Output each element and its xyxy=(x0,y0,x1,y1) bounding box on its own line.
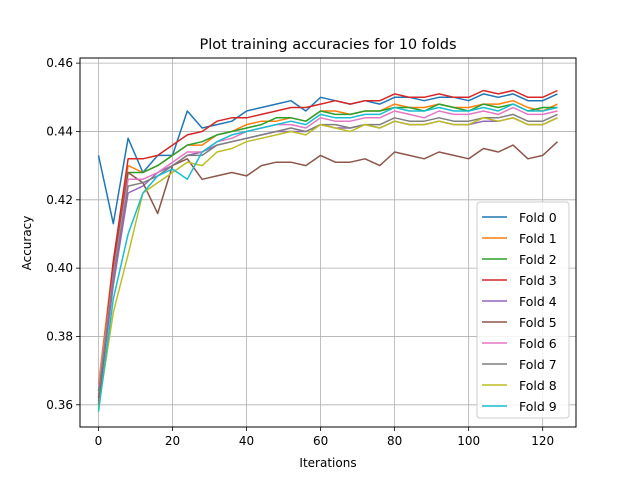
chart-title: Plot training accuracies for 10 folds xyxy=(199,37,456,53)
series-line-fold-9 xyxy=(97,103,558,412)
legend-label: Fold 7 xyxy=(519,357,557,372)
y-tick-label: 0.44 xyxy=(46,124,73,138)
legend-label: Fold 3 xyxy=(519,273,557,288)
legend-label: Fold 5 xyxy=(519,315,557,330)
x-tick-label: 120 xyxy=(531,434,554,448)
series-line-fold-6 xyxy=(97,106,558,388)
series-lines xyxy=(97,89,559,412)
legend: Fold 0 Fold 1 Fold 2 Fold 3 Fold 4 Fold 5 Fold… xyxy=(476,201,570,419)
legend-label: Fold 4 xyxy=(519,294,557,309)
y-tick-label: 0.36 xyxy=(46,398,73,412)
plot-frame xyxy=(79,57,577,428)
legend-label: Fold 1 xyxy=(519,231,557,246)
x-tick-label: 20 xyxy=(165,434,180,448)
y-tick-label: 0.42 xyxy=(46,193,73,207)
x-axis-label: Iterations xyxy=(299,456,356,470)
y-axis-label: Accuracy xyxy=(20,216,34,271)
x-tick-label: 0 xyxy=(95,434,103,448)
x-tick-label: 60 xyxy=(313,434,328,448)
x-tick-label: 100 xyxy=(457,434,480,448)
y-tick-label: 0.38 xyxy=(46,329,73,343)
y-tick-label: 0.46 xyxy=(46,56,73,70)
series-line-fold-3 xyxy=(97,89,558,399)
legend-label: Fold 2 xyxy=(519,252,557,267)
y-tick-label: 0.40 xyxy=(46,261,73,275)
x-tick-label: 80 xyxy=(387,434,402,448)
series-line-fold-2 xyxy=(97,103,558,392)
series-line-fold-0 xyxy=(97,93,558,225)
x-tick-label: 40 xyxy=(239,434,254,448)
legend-label: Fold 9 xyxy=(519,399,557,414)
legend-label: Fold 6 xyxy=(519,336,557,351)
legend-label: Fold 8 xyxy=(519,378,557,393)
legend-label: Fold 0 xyxy=(519,210,557,225)
axis-ticks: 0 20 40 60 80 100 120 0.36 0.38 0.40 0.42 0.44 0.46 xyxy=(46,56,554,448)
